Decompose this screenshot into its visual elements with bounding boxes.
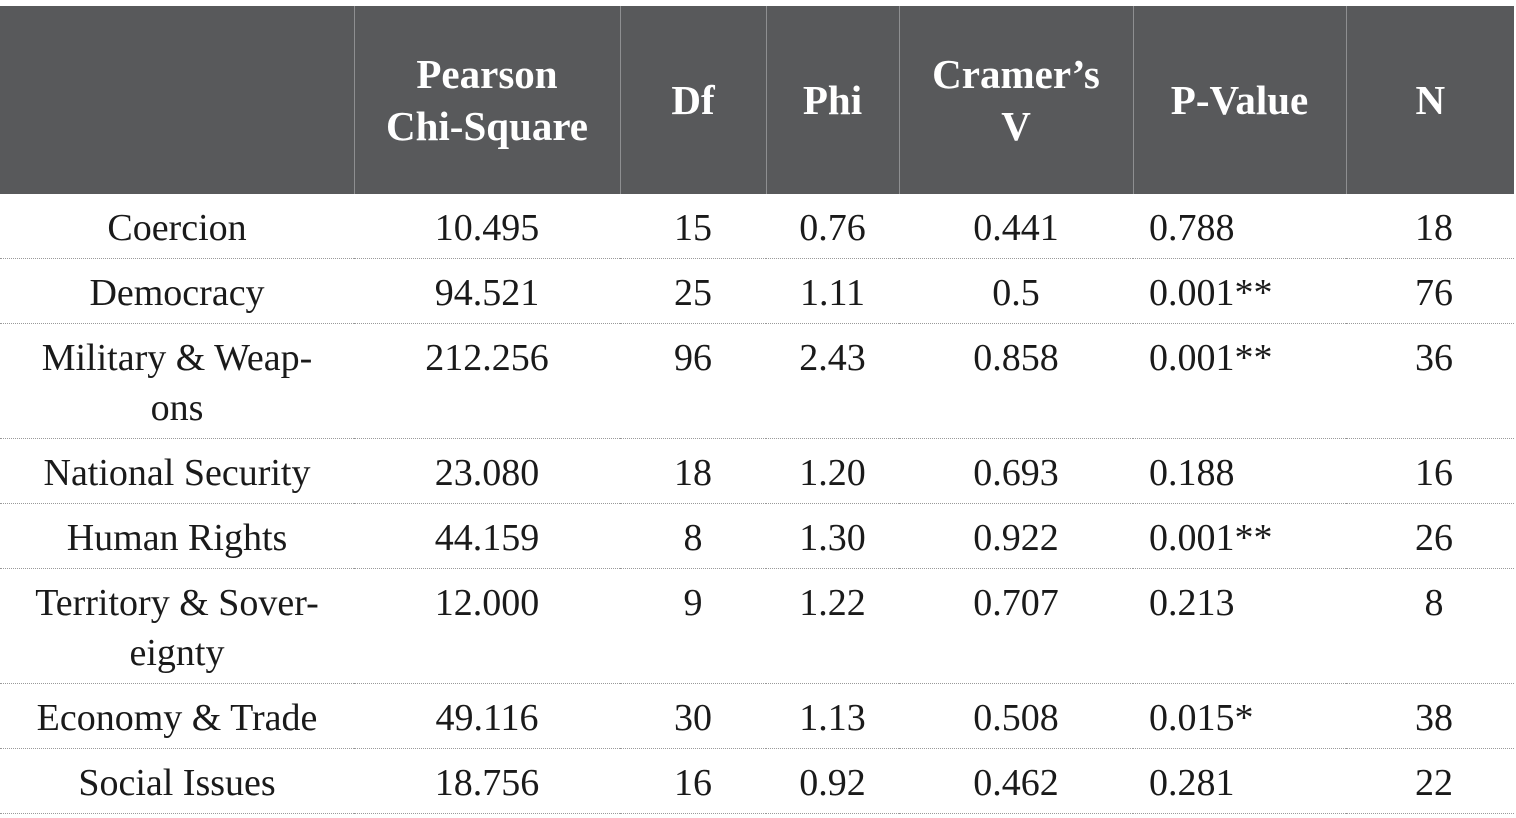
cell-df: 16 (620, 748, 766, 814)
row-label: Territory & Sover- eignty (0, 568, 354, 684)
row-label-line1: Democracy (89, 272, 265, 314)
row-label-line1: Military & Weap- (41, 337, 313, 379)
table-row: Democracy 94.521 25 1.11 0.5 0.001** 76 (0, 258, 1514, 324)
table-body: Coercion 10.495 15 0.76 0.441 0.788 18 D… (0, 194, 1514, 814)
row-label-line2: eignty (129, 632, 225, 674)
cell-n: 36 (1346, 323, 1514, 439)
cell-p-value: 0.001** (1133, 323, 1346, 439)
cell-pearson-chi-square: 12.000 (354, 568, 620, 684)
cell-cramers-v: 0.462 (899, 748, 1133, 814)
row-label: Coercion (0, 194, 354, 259)
cell-p-value: 0.188 (1133, 438, 1346, 504)
header-category (0, 6, 355, 194)
cell-phi: 1.20 (766, 438, 899, 504)
cell-pearson-chi-square: 212.256 (354, 323, 620, 439)
cell-p-value: 0.015* (1133, 683, 1346, 749)
cell-cramers-v: 0.508 (899, 683, 1133, 749)
table-row: Coercion 10.495 15 0.76 0.441 0.788 18 (0, 194, 1514, 259)
cell-df: 15 (620, 194, 766, 259)
table-row: Social Issues 18.756 16 0.92 0.462 0.281… (0, 748, 1514, 814)
header-phi: Phi (766, 6, 900, 194)
cell-p-value: 0.788 (1133, 194, 1346, 259)
cell-p-value: 0.281 (1133, 748, 1346, 814)
cell-n: 38 (1346, 683, 1514, 749)
header-pearson-line1: Pearson (416, 51, 558, 97)
row-label: Democracy (0, 258, 354, 324)
row-label: Human Rights (0, 503, 354, 569)
cell-df: 8 (620, 503, 766, 569)
cell-n: 76 (1346, 258, 1514, 324)
table-header: Pearson Chi-Square Df Phi Cramer’s V P-V… (0, 6, 1514, 194)
table-row: Military & Weap- ons 212.256 96 2.43 0.8… (0, 323, 1514, 439)
statistics-table-container: Pearson Chi-Square Df Phi Cramer’s V P-V… (0, 6, 1514, 814)
cell-phi: 1.13 (766, 683, 899, 749)
cell-p-value: 0.001** (1133, 258, 1346, 324)
cell-cramers-v: 0.441 (899, 194, 1133, 259)
cell-n: 22 (1346, 748, 1514, 814)
table-row: Human Rights 44.159 8 1.30 0.922 0.001**… (0, 503, 1514, 569)
cell-phi: 0.92 (766, 748, 899, 814)
row-label-line2: ons (150, 387, 204, 429)
cell-pearson-chi-square: 44.159 (354, 503, 620, 569)
cell-phi: 1.30 (766, 503, 899, 569)
row-label: Social Issues (0, 748, 354, 814)
cell-n: 8 (1346, 568, 1514, 684)
row-label: National Security (0, 438, 354, 504)
cell-cramers-v: 0.707 (899, 568, 1133, 684)
table-row: National Security 23.080 18 1.20 0.693 0… (0, 438, 1514, 504)
cell-cramers-v: 0.5 (899, 258, 1133, 324)
header-cramers-line2: V (1001, 103, 1031, 149)
table-row: Territory & Sover- eignty 12.000 9 1.22 … (0, 568, 1514, 684)
header-pearson-line2: Chi-Square (385, 103, 589, 149)
cell-phi: 1.11 (766, 258, 899, 324)
chi-square-results-table: Pearson Chi-Square Df Phi Cramer’s V P-V… (0, 6, 1514, 814)
cell-df: 96 (620, 323, 766, 439)
row-label-line1: Human Rights (66, 517, 288, 559)
header-cramers-v: Cramer’s V (899, 6, 1134, 194)
header-df: Df (620, 6, 767, 194)
cell-n: 16 (1346, 438, 1514, 504)
header-cramers-line1: Cramer’s (932, 51, 1100, 97)
cell-p-value: 0.213 (1133, 568, 1346, 684)
row-label-line1: Economy & Trade (36, 697, 318, 739)
header-row: Pearson Chi-Square Df Phi Cramer’s V P-V… (0, 6, 1514, 194)
cell-cramers-v: 0.858 (899, 323, 1133, 439)
cell-phi: 2.43 (766, 323, 899, 439)
cell-pearson-chi-square: 10.495 (354, 194, 620, 259)
row-label-line1: Social Issues (78, 762, 276, 804)
row-label-line1: Coercion (107, 207, 247, 249)
cell-df: 25 (620, 258, 766, 324)
row-label: Military & Weap- ons (0, 323, 354, 439)
cell-df: 9 (620, 568, 766, 684)
header-n: N (1346, 6, 1514, 194)
row-label-line1: Territory & Sover- (35, 582, 319, 624)
cell-cramers-v: 0.922 (899, 503, 1133, 569)
row-label-line1: National Security (43, 452, 311, 494)
cell-n: 18 (1346, 194, 1514, 259)
cell-n: 26 (1346, 503, 1514, 569)
header-p-value: P-Value (1133, 6, 1347, 194)
row-label: Economy & Trade (0, 683, 354, 749)
header-pearson-chi-square: Pearson Chi-Square (354, 6, 621, 194)
cell-pearson-chi-square: 23.080 (354, 438, 620, 504)
cell-pearson-chi-square: 94.521 (354, 258, 620, 324)
table-row: Economy & Trade 49.116 30 1.13 0.508 0.0… (0, 683, 1514, 749)
cell-pearson-chi-square: 49.116 (354, 683, 620, 749)
cell-df: 30 (620, 683, 766, 749)
cell-pearson-chi-square: 18.756 (354, 748, 620, 814)
cell-phi: 1.22 (766, 568, 899, 684)
cell-p-value: 0.001** (1133, 503, 1346, 569)
cell-df: 18 (620, 438, 766, 504)
cell-cramers-v: 0.693 (899, 438, 1133, 504)
cell-phi: 0.76 (766, 194, 899, 259)
